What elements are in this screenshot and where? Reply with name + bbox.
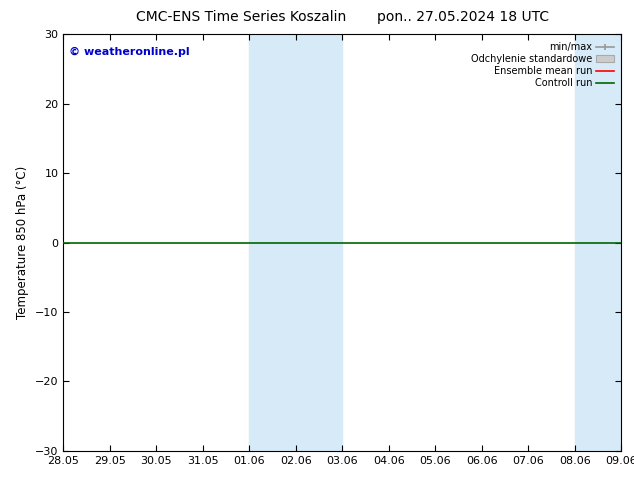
Bar: [575, 34, 634, 451]
Bar: [249, 34, 342, 451]
Legend: min/max, Odchylenie standardowe, Ensemble mean run, Controll run: min/max, Odchylenie standardowe, Ensembl…: [468, 39, 616, 91]
Text: pon.. 27.05.2024 18 UTC: pon.. 27.05.2024 18 UTC: [377, 10, 549, 24]
Y-axis label: Temperature 850 hPa (°C): Temperature 850 hPa (°C): [16, 166, 30, 319]
Text: CMC-ENS Time Series Koszalin: CMC-ENS Time Series Koszalin: [136, 10, 346, 24]
Text: © weatheronline.pl: © weatheronline.pl: [69, 47, 190, 57]
